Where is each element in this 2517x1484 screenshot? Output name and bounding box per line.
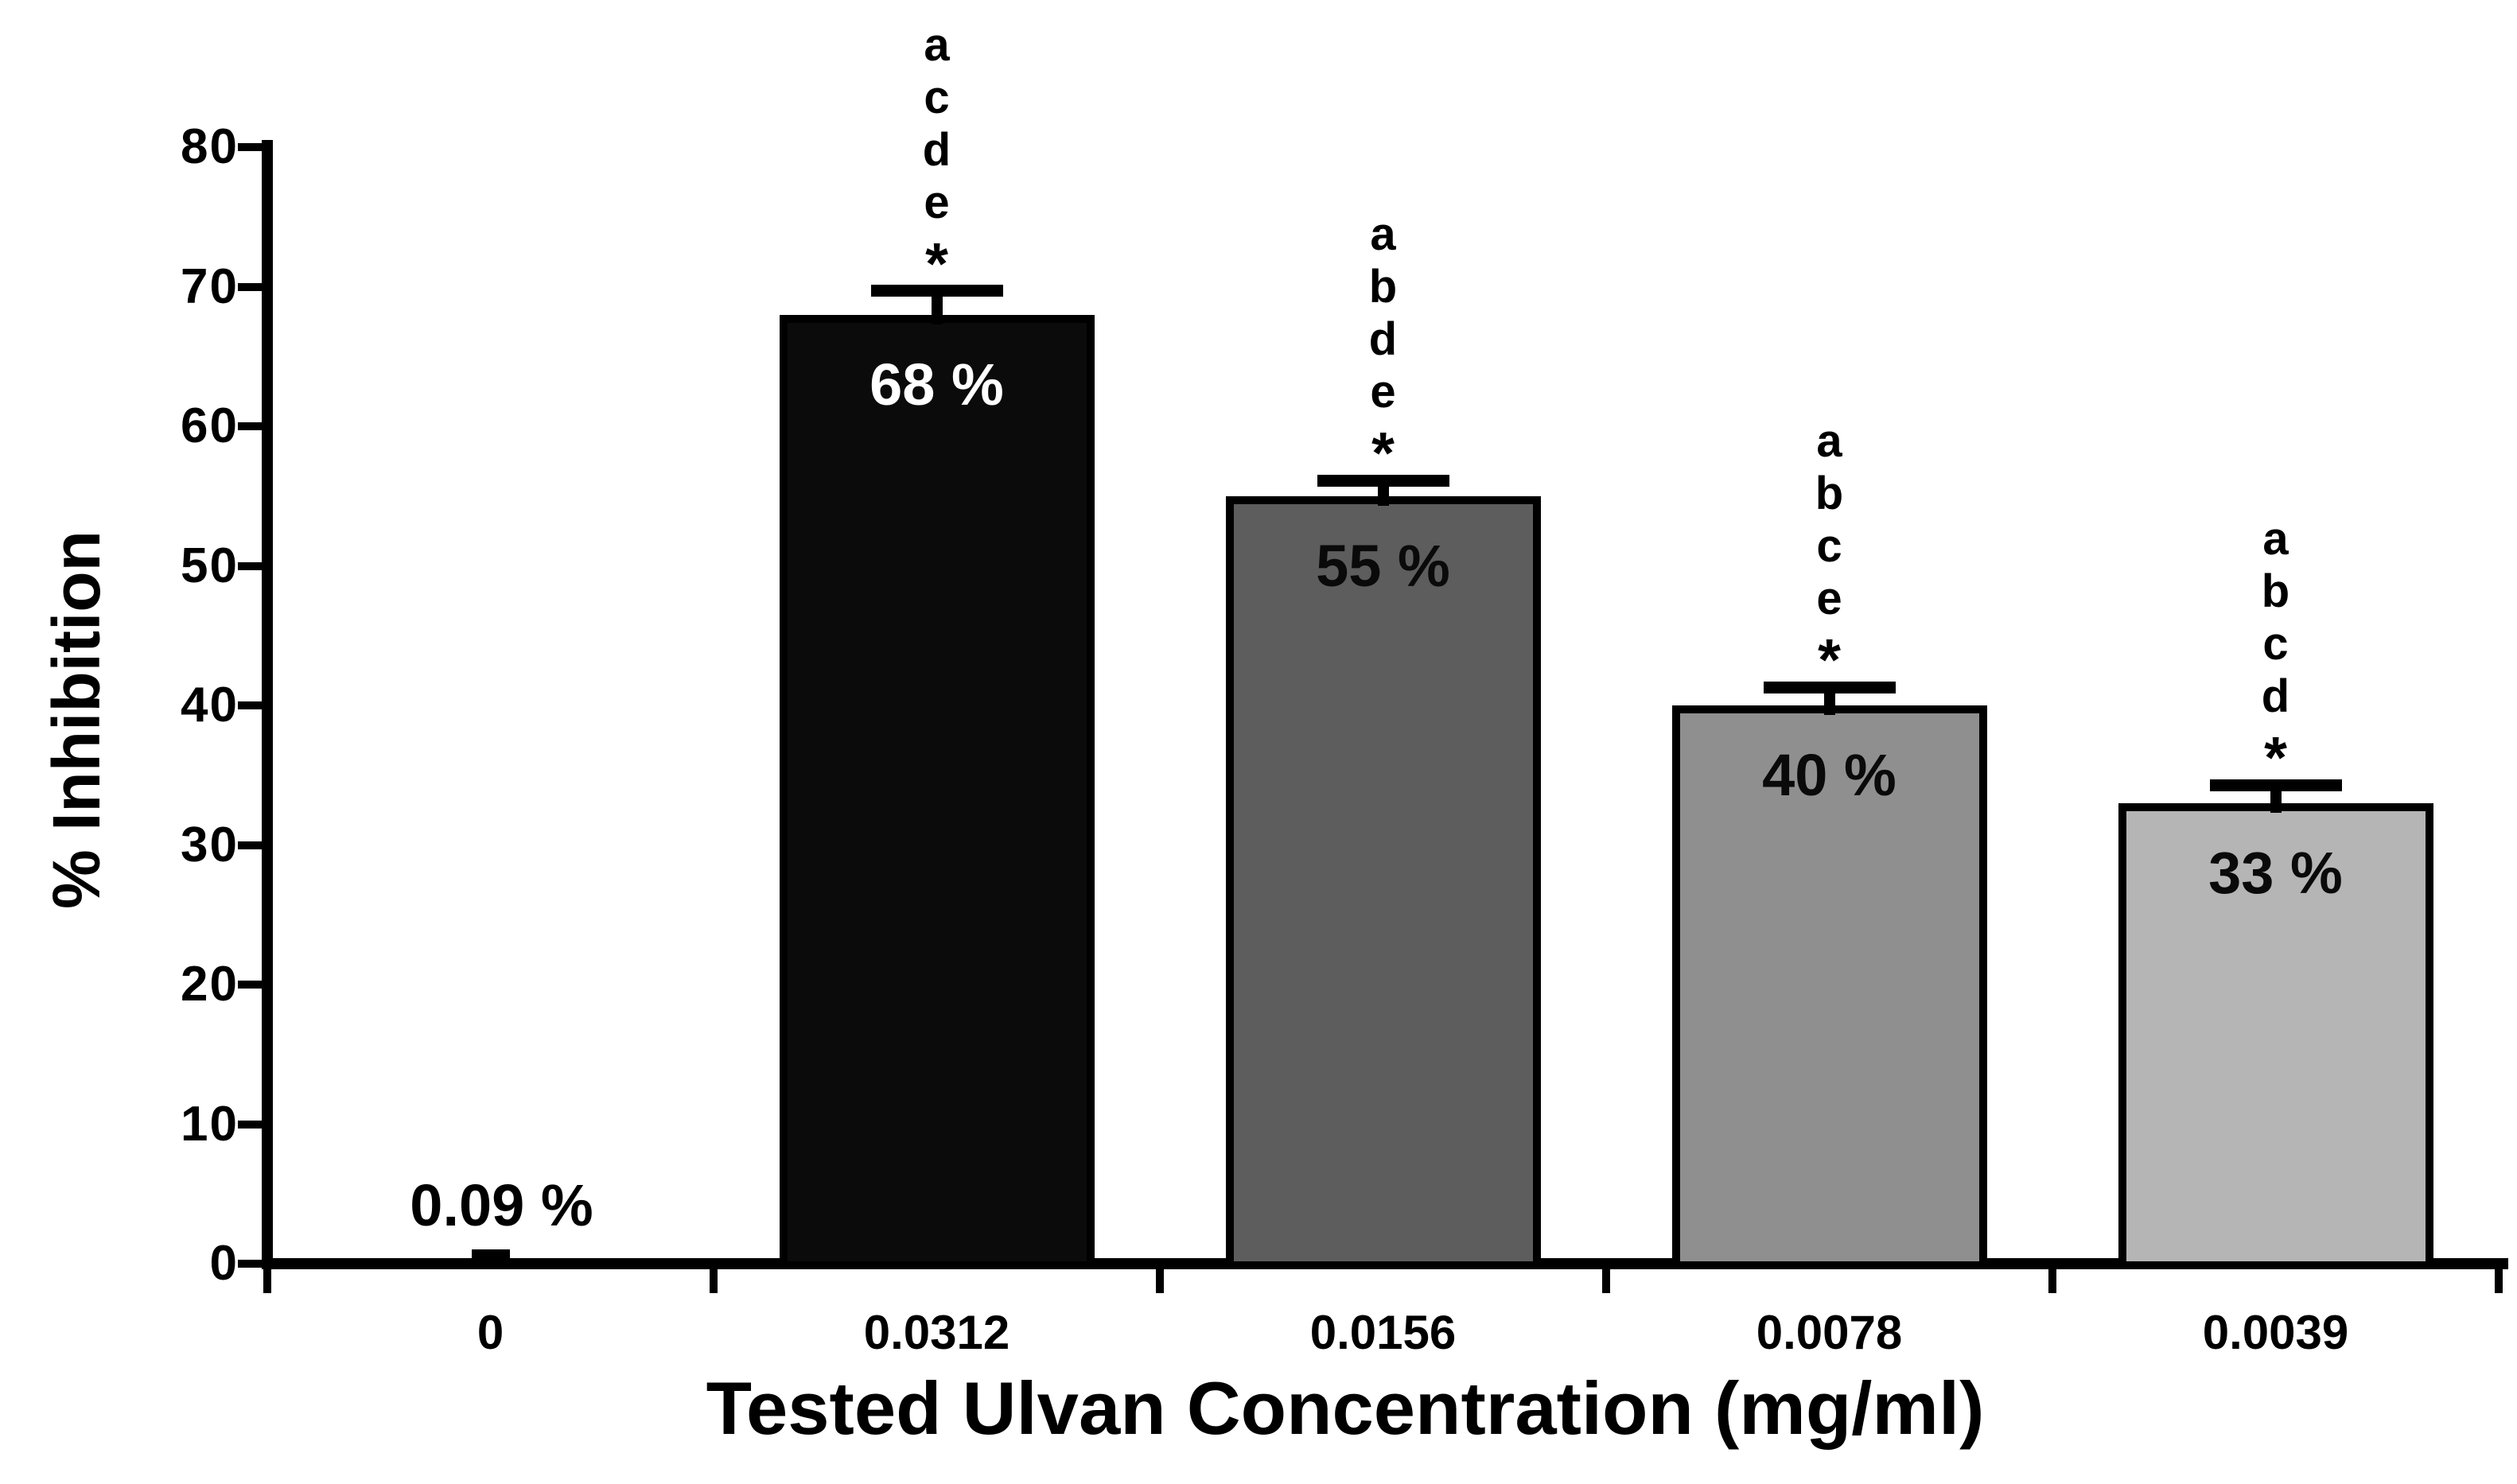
y-axis-tick: [238, 1260, 262, 1268]
y-tick-label: 30: [181, 817, 239, 872]
significance-letter: d: [1368, 313, 1398, 366]
y-axis-tick: [238, 143, 262, 151]
bar-value-label: 33 %: [2208, 839, 2343, 906]
y-tick-label: 50: [181, 538, 239, 593]
error-bar-cap: [2209, 779, 2342, 791]
y-tick-label: 40: [181, 678, 239, 732]
x-tick-label: 0.0312: [863, 1306, 1010, 1359]
error-bar-stem: [1823, 687, 1835, 715]
x-axis-tick: [2048, 1269, 2056, 1293]
bar: [779, 314, 1095, 1261]
bar-value-label: 55 %: [1316, 532, 1450, 599]
y-axis-tick: [238, 422, 262, 430]
x-tick-label: 0.0039: [2202, 1306, 2349, 1359]
significance-letter: a: [924, 18, 950, 71]
x-tick-label: 0.0078: [1756, 1306, 1903, 1359]
significance-letter: d: [2261, 670, 2290, 723]
error-bar-cap: [870, 285, 1003, 297]
y-axis-tick: [238, 841, 262, 849]
significance-asterisk: *: [1371, 420, 1395, 487]
y-axis-tick: [238, 701, 262, 709]
significance-letter: c: [924, 71, 950, 123]
y-tick-label: 10: [181, 1096, 239, 1152]
significance-letter: e: [924, 176, 950, 228]
significance-letter: a: [1370, 208, 1396, 261]
bar-value-label: 0.09 %: [410, 1172, 593, 1238]
significance-asterisk: *: [2264, 725, 2287, 791]
significance-letter: e: [1816, 573, 1842, 625]
y-axis-tick: [238, 981, 262, 989]
error-bar-stem: [931, 290, 943, 324]
x-tick-label: 0.0156: [1309, 1306, 1457, 1359]
significance-letter: a: [2262, 513, 2289, 565]
x-axis-tick: [263, 1269, 271, 1293]
bar: [471, 1249, 510, 1258]
y-axis-tick: [238, 561, 262, 570]
bar: [1225, 495, 1541, 1261]
significance-letter: d: [922, 123, 951, 176]
y-tick-label: 70: [181, 258, 239, 314]
x-axis-tick: [1602, 1269, 1610, 1293]
x-axis-tick: [2495, 1269, 2503, 1293]
y-axis-tick: [238, 282, 262, 291]
error-bar-cap: [1763, 681, 1896, 693]
error-bar-stem: [2270, 785, 2282, 813]
significance-letter: c: [1816, 520, 1842, 573]
significance-asterisk: *: [1818, 627, 1841, 693]
y-tick-label: 0: [209, 1236, 239, 1291]
bar-value-label: 40 %: [1762, 742, 1897, 808]
error-bar-stem: [1377, 480, 1389, 506]
y-axis-tick: [238, 1120, 262, 1129]
significance-letter: a: [1816, 415, 1842, 468]
significance-letter: b: [1815, 468, 1844, 520]
y-tick-label: 20: [181, 957, 239, 1012]
significance-letter: b: [2261, 565, 2290, 618]
significance-asterisk: *: [925, 230, 948, 297]
y-tick-label: 60: [181, 398, 239, 453]
x-axis-tick: [1156, 1269, 1164, 1293]
significance-letter: e: [1370, 366, 1396, 418]
y-axis-line: [262, 140, 273, 1269]
bar-value-label: 68 %: [869, 351, 1004, 418]
y-tick-label: 80: [181, 119, 239, 174]
x-axis-tick: [710, 1269, 718, 1293]
x-axis-title: Tested Ulvan Concentration (mg/ml): [706, 1366, 1985, 1450]
error-bar-cap: [1317, 474, 1449, 487]
x-tick-label: 0: [477, 1306, 504, 1359]
significance-letter: b: [1368, 261, 1398, 313]
significance-letter: c: [2262, 618, 2289, 670]
